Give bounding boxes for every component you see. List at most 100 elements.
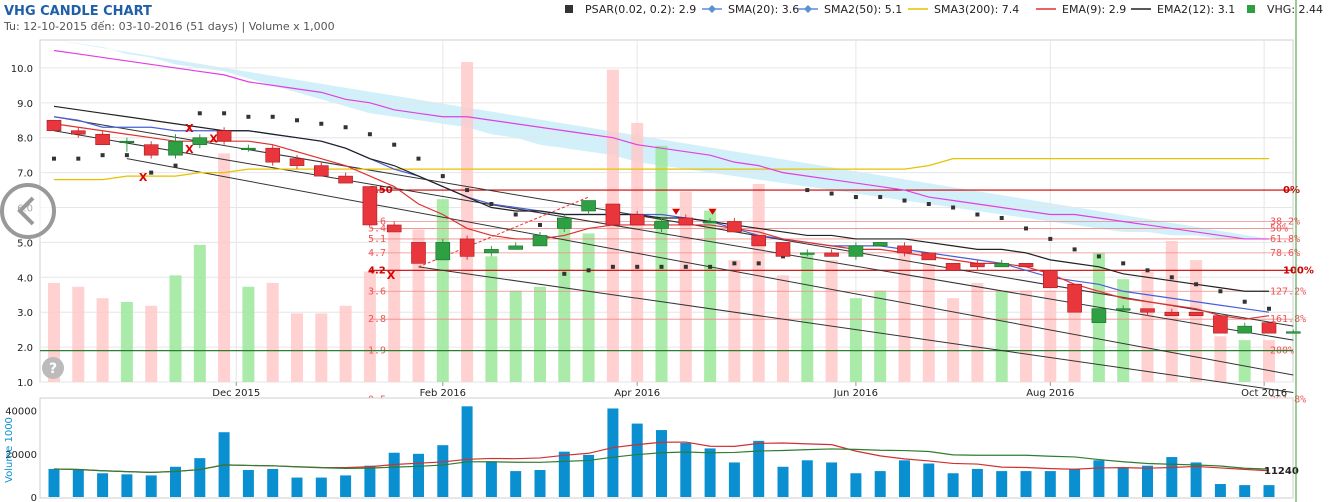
candle-body <box>848 245 864 257</box>
trend-line <box>418 266 1294 393</box>
psar-dot <box>489 202 494 207</box>
candle-body <box>386 224 402 233</box>
psar-dot <box>76 156 81 161</box>
legend-entry: SMA(20): 3.6 <box>728 3 799 16</box>
psar-dot <box>343 125 348 130</box>
candle-body <box>654 221 669 229</box>
volume-bar <box>777 466 789 497</box>
legend-marker <box>1247 5 1255 13</box>
legend-entry: EMA(9): 2.9 <box>1062 3 1126 16</box>
psar-dot <box>878 195 883 200</box>
question-icon: ? <box>49 361 57 377</box>
psar-dot <box>538 222 542 227</box>
chart-title: VHG CANDLE CHART <box>4 4 152 19</box>
background-volume-bar <box>193 244 206 382</box>
candle-body <box>775 242 791 257</box>
trend-line <box>53 116 1294 327</box>
candle-body <box>1115 308 1131 311</box>
fib-price-label: 4.2 <box>368 265 386 276</box>
band-area <box>54 40 1269 239</box>
psar-dot <box>270 114 275 119</box>
background-volume-bar <box>509 290 522 382</box>
background-volume-bar <box>728 260 741 382</box>
background-volume-bar <box>1214 336 1227 382</box>
background-volume-bar <box>825 260 838 382</box>
psar-dot <box>513 212 518 217</box>
candle-body <box>872 242 888 247</box>
volume-bar <box>558 451 570 497</box>
legend-marker <box>565 5 573 13</box>
psar-dot <box>1145 268 1150 273</box>
volume-bar <box>728 462 740 497</box>
volume-bar <box>97 473 109 497</box>
background-volume-bar <box>1020 290 1032 382</box>
volume-bar <box>364 465 376 497</box>
price-tick-label: 4.0 <box>17 273 33 284</box>
psar-dot <box>610 264 615 269</box>
volume-bar <box>1239 485 1251 497</box>
price-tick-label: 8.0 <box>17 134 33 145</box>
psar-dot <box>392 142 397 147</box>
volume-bar <box>242 470 254 497</box>
date-tick-label: Aug 2016 <box>1026 388 1074 399</box>
volume-bar <box>874 471 886 497</box>
background-volume-bar <box>363 271 376 382</box>
background-volume-bar <box>72 286 85 382</box>
psar-dot <box>465 188 470 193</box>
background-volume-bar <box>898 252 911 382</box>
volume-bar <box>121 474 133 497</box>
price-tick-label: 9.0 <box>17 99 33 110</box>
volume-bar <box>631 423 643 497</box>
volume-bar <box>801 460 813 497</box>
candle-body <box>1018 263 1034 268</box>
candle-body <box>678 217 694 226</box>
psar-dot <box>829 191 834 196</box>
fib-level-label: 78.6% <box>1270 248 1300 259</box>
psar-dot <box>1048 236 1053 241</box>
date-tick-label: Oct 2016 <box>1241 388 1287 399</box>
volume-bar <box>1142 465 1153 497</box>
price-tick-label: 5.0 <box>17 238 33 249</box>
volume-bar <box>170 466 181 497</box>
psar-dot <box>319 121 324 126</box>
psar-dot <box>1169 275 1174 280</box>
psar-dot <box>708 264 713 269</box>
volume-bar <box>753 440 765 497</box>
trend-line <box>53 130 1294 341</box>
candle-body <box>1067 283 1082 313</box>
psar-dot <box>416 156 421 161</box>
price-tick-label: 10.0 <box>11 64 33 75</box>
volume-bar <box>485 461 497 497</box>
candle-body <box>143 144 159 156</box>
background-volume-bar <box>606 69 619 382</box>
candle-body <box>313 165 329 177</box>
volume-bar <box>1166 457 1178 497</box>
background-volume-bar <box>801 252 814 382</box>
candle-body <box>970 263 985 268</box>
psar-dot <box>222 111 227 116</box>
price-panel: 0%6.5038.2%5.650%5.461.8%5.178.6%4.7100%… <box>11 39 1314 405</box>
help-button[interactable]: ? <box>42 357 64 379</box>
volume-ma-long <box>53 448 1270 473</box>
x-mark: X <box>209 133 218 146</box>
fib-level-label: 50% <box>1270 223 1288 234</box>
psar-dot <box>1024 226 1028 231</box>
psar-dot <box>1096 254 1101 259</box>
candle-body <box>1164 311 1180 316</box>
volume-bar <box>1214 484 1226 497</box>
volume-tick-label: 20000 <box>5 450 37 461</box>
background-volume-bar <box>704 210 717 382</box>
psar-dot <box>926 202 931 207</box>
candle-body <box>1140 308 1155 313</box>
pan-left-button[interactable] <box>0 183 56 239</box>
candle-body <box>581 200 596 212</box>
date-axis: Dec 2015 Feb 2016 Apr 2016 Jun 2016 Aug 2016… <box>212 382 1287 399</box>
sma50-line <box>53 49 1269 240</box>
psar-dot <box>999 215 1004 220</box>
candle-body <box>532 235 548 247</box>
psar-dot <box>367 132 372 137</box>
background-volume-bar <box>218 153 231 382</box>
fib-price-label: 3.6 <box>368 286 386 297</box>
fib-price-label: 6.50 <box>368 185 393 196</box>
